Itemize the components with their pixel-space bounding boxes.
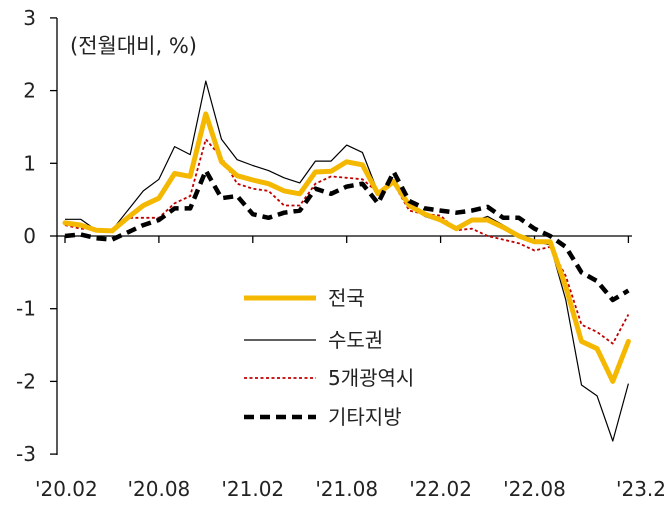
x-axis-ticks: '20.02 '20.08 '21.02 '21.08 '22.02 '22.08 '23.…	[35, 236, 666, 501]
x-tick-label: '20.02	[35, 477, 98, 501]
x-tick-label: '22.08	[503, 477, 566, 501]
x-tick-label: '20.08	[128, 477, 191, 501]
x-tick-label: '21.08	[315, 477, 378, 501]
legend-label: 전국	[328, 286, 365, 310]
y-tick-label: -3	[16, 442, 36, 466]
y-tick-label: 1	[23, 151, 36, 175]
y-tick-label: 3	[23, 6, 36, 30]
y-axis-ticks: 3 2 1 0 -1 -2 -3	[16, 6, 57, 466]
series-line-0	[62, 111, 631, 384]
series-line-3	[64, 168, 630, 303]
series-lines	[62, 80, 631, 442]
unit-label: (전월대비, %)	[70, 34, 197, 58]
legend-label: 기타지방	[328, 405, 402, 429]
x-tick-label: '21.02	[221, 477, 284, 501]
y-tick-label: -1	[16, 297, 36, 321]
legend-label: 5개광역시	[328, 366, 414, 390]
y-tick-label: 2	[23, 79, 36, 103]
x-tick-label: '23.2	[616, 477, 666, 501]
y-tick-label: -2	[16, 369, 36, 393]
x-tick-label: '22.02	[409, 477, 472, 501]
legend-label: 수도권	[328, 328, 383, 352]
y-tick-label: 0	[23, 224, 36, 248]
